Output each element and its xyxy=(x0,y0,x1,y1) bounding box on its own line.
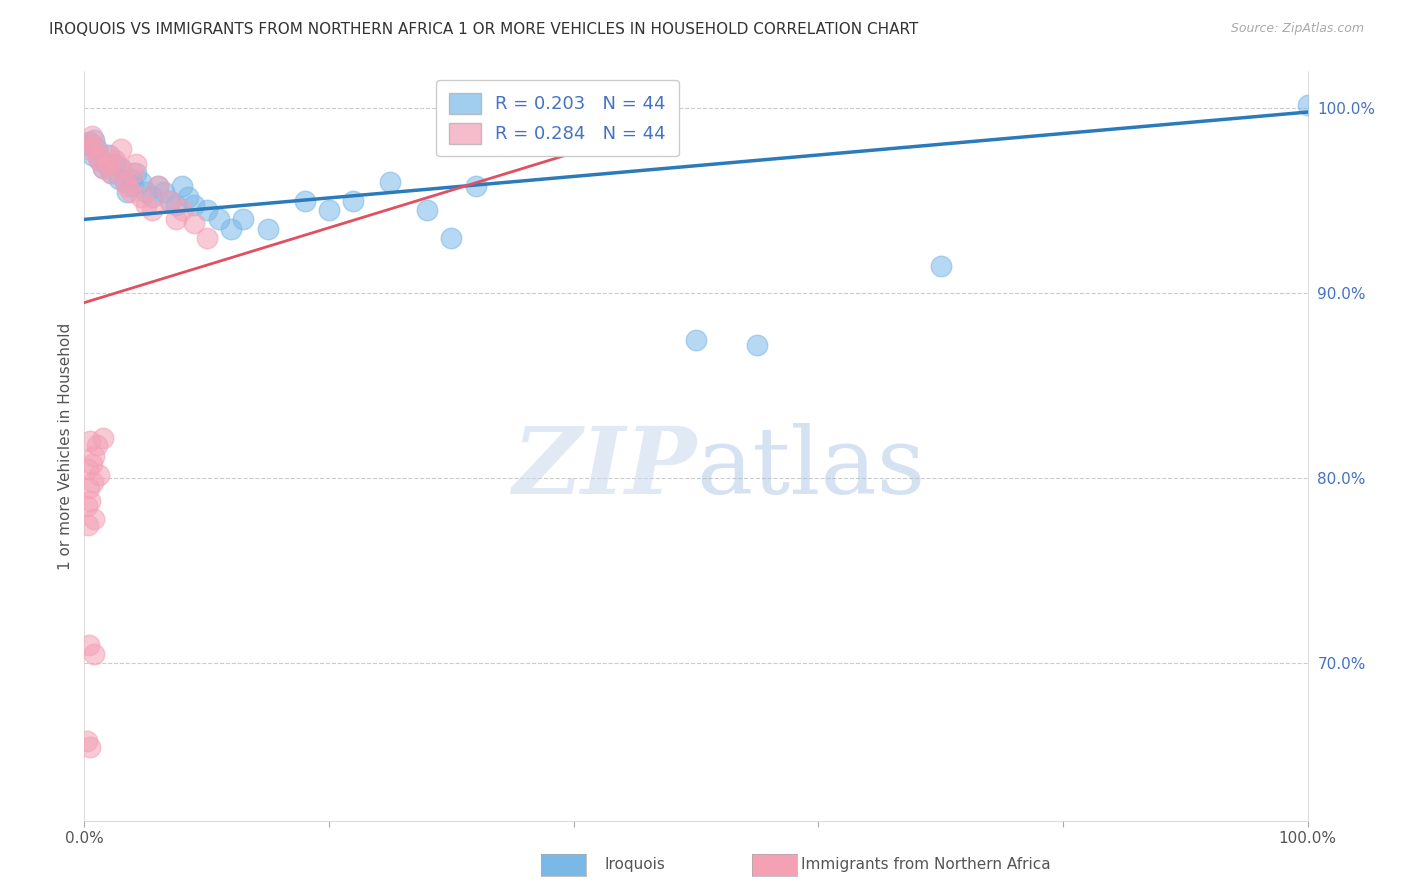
Point xyxy=(232,212,254,227)
Point xyxy=(135,185,157,199)
Point xyxy=(110,142,132,156)
Point xyxy=(76,499,98,513)
Point xyxy=(110,161,132,175)
Point xyxy=(86,142,108,156)
Point xyxy=(464,179,486,194)
Point xyxy=(86,438,108,452)
Point xyxy=(100,166,122,180)
Y-axis label: 1 or more Vehicles in Household: 1 or more Vehicles in Household xyxy=(58,322,73,570)
Point xyxy=(91,161,114,175)
Point xyxy=(79,739,101,754)
Point xyxy=(172,203,194,218)
Point xyxy=(107,171,129,186)
Point xyxy=(153,185,176,199)
Point xyxy=(100,166,122,180)
Point xyxy=(129,190,152,204)
Point xyxy=(120,171,142,186)
Point xyxy=(87,153,110,168)
Point xyxy=(76,138,98,153)
Text: ZIP: ZIP xyxy=(512,424,696,514)
Point xyxy=(79,493,101,508)
Point xyxy=(104,157,127,171)
Point xyxy=(165,197,187,211)
Point xyxy=(1296,97,1319,112)
Point xyxy=(135,197,157,211)
Point xyxy=(96,147,118,161)
Point xyxy=(129,175,152,189)
Point xyxy=(104,153,127,168)
Point xyxy=(77,517,100,532)
Point xyxy=(219,221,242,235)
Point xyxy=(114,175,136,189)
Point xyxy=(114,175,136,189)
Point xyxy=(115,185,138,199)
Point xyxy=(195,231,218,245)
Point xyxy=(91,161,114,175)
Point xyxy=(83,133,105,147)
Point xyxy=(83,647,105,661)
Point xyxy=(165,212,187,227)
Text: Immigrants from Northern Africa: Immigrants from Northern Africa xyxy=(801,857,1052,872)
Point xyxy=(416,203,439,218)
Point xyxy=(120,185,142,199)
Point xyxy=(96,157,118,171)
Text: Source: ZipAtlas.com: Source: ZipAtlas.com xyxy=(1230,22,1364,36)
Point xyxy=(125,157,148,171)
Point xyxy=(318,203,340,218)
Point xyxy=(294,194,316,208)
Point xyxy=(208,212,231,227)
Point xyxy=(80,457,103,471)
Point xyxy=(257,221,280,235)
Point xyxy=(747,338,769,352)
Point xyxy=(159,194,181,208)
Point xyxy=(77,135,100,149)
Point xyxy=(79,434,101,449)
Point xyxy=(380,175,402,189)
Point xyxy=(77,462,100,476)
Point xyxy=(77,135,100,149)
Point xyxy=(342,194,364,208)
Point xyxy=(159,194,181,208)
Point xyxy=(183,216,205,230)
Point xyxy=(83,449,105,463)
Point xyxy=(122,179,145,194)
Point xyxy=(122,166,145,180)
Point xyxy=(82,475,104,489)
Text: IROQUOIS VS IMMIGRANTS FROM NORTHERN AFRICA 1 OR MORE VEHICLES IN HOUSEHOLD CORR: IROQUOIS VS IMMIGRANTS FROM NORTHERN AFR… xyxy=(49,22,918,37)
Point xyxy=(91,431,114,445)
Point xyxy=(146,179,169,194)
Point xyxy=(80,129,103,144)
Point xyxy=(76,734,98,748)
Point xyxy=(172,179,194,194)
Point xyxy=(83,512,105,526)
Point xyxy=(685,333,707,347)
Point xyxy=(97,157,120,171)
Point xyxy=(76,142,98,156)
Point xyxy=(146,179,169,194)
Point xyxy=(87,153,110,168)
Point xyxy=(77,481,100,495)
Point xyxy=(83,138,105,153)
Point xyxy=(177,190,200,204)
Point xyxy=(115,179,138,194)
Point xyxy=(141,203,163,218)
Point xyxy=(125,166,148,180)
Point xyxy=(77,638,100,652)
Point xyxy=(195,203,218,218)
Point xyxy=(107,161,129,175)
Point xyxy=(87,467,110,482)
Point xyxy=(929,259,952,273)
Text: atlas: atlas xyxy=(696,424,925,514)
Text: Iroquois: Iroquois xyxy=(605,857,665,872)
Legend: R = 0.203   N = 44, R = 0.284   N = 44: R = 0.203 N = 44, R = 0.284 N = 44 xyxy=(436,80,679,156)
Point xyxy=(86,147,108,161)
Point xyxy=(183,197,205,211)
Point xyxy=(440,231,463,245)
Point xyxy=(97,147,120,161)
Point xyxy=(502,129,524,144)
Point xyxy=(141,190,163,204)
Point xyxy=(80,147,103,161)
